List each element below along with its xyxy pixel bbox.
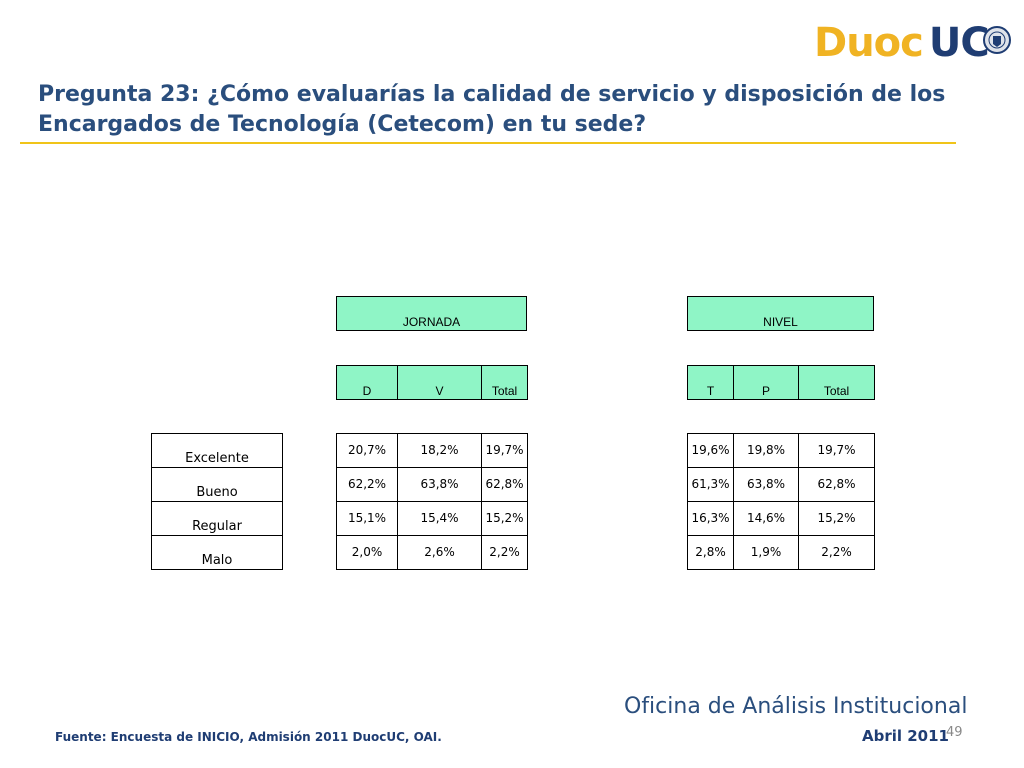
table-cell: 2,6% [397,535,482,570]
table-cell: 15,1% [336,501,398,536]
table-cell: 62,8% [481,467,528,502]
row-label: Bueno [151,467,283,502]
table-cell: 14,6% [733,501,799,536]
column-header: P [733,365,799,400]
group-header: NIVEL [687,296,874,331]
table-cell: 1,9% [733,535,799,570]
table-cell: 16,3% [687,501,734,536]
office: Oficina de Análisis Institucional [624,694,968,719]
table-cell: 63,8% [733,467,799,502]
source: Fuente: Encuesta de INICIO, Admisión 201… [55,730,442,744]
column-header: Total [481,365,528,400]
table-cell: 62,8% [798,467,875,502]
date: Abril 2011 [862,727,949,745]
row-label: Malo [151,535,283,570]
row-label: Excelente [151,433,283,468]
column-header: T [687,365,734,400]
divider [20,142,956,144]
table-cell: 62,2% [336,467,398,502]
table-cell: 20,7% [336,433,398,468]
table-cell: 2,2% [481,535,528,570]
seal [983,26,1011,54]
column-header: V [397,365,482,400]
table-cell: 19,7% [798,433,875,468]
table-cell: 18,2% [397,433,482,468]
table-cell: 19,7% [481,433,528,468]
column-header: Total [798,365,875,400]
table-cell: 19,6% [687,433,734,468]
table-cell: 2,8% [687,535,734,570]
logo: Duoc UC [814,18,990,68]
row-label: Regular [151,501,283,536]
table-cell: 2,0% [336,535,398,570]
table-cell: 63,8% [397,467,482,502]
table-cell: 61,3% [687,467,734,502]
title: Pregunta 23: ¿Cómo evaluarías la calidad… [38,82,946,137]
table-cell: 15,4% [397,501,482,536]
page-number: 49 [946,725,963,740]
table-cell: 2,2% [798,535,875,570]
logo-text: UC [928,20,990,66]
group-header: JORNADA [336,296,527,331]
table-cell: 19,8% [733,433,799,468]
column-header: D [336,365,398,400]
table-cell: 15,2% [798,501,875,536]
logo-text: Duoc [814,20,924,66]
table-cell: 15,2% [481,501,528,536]
